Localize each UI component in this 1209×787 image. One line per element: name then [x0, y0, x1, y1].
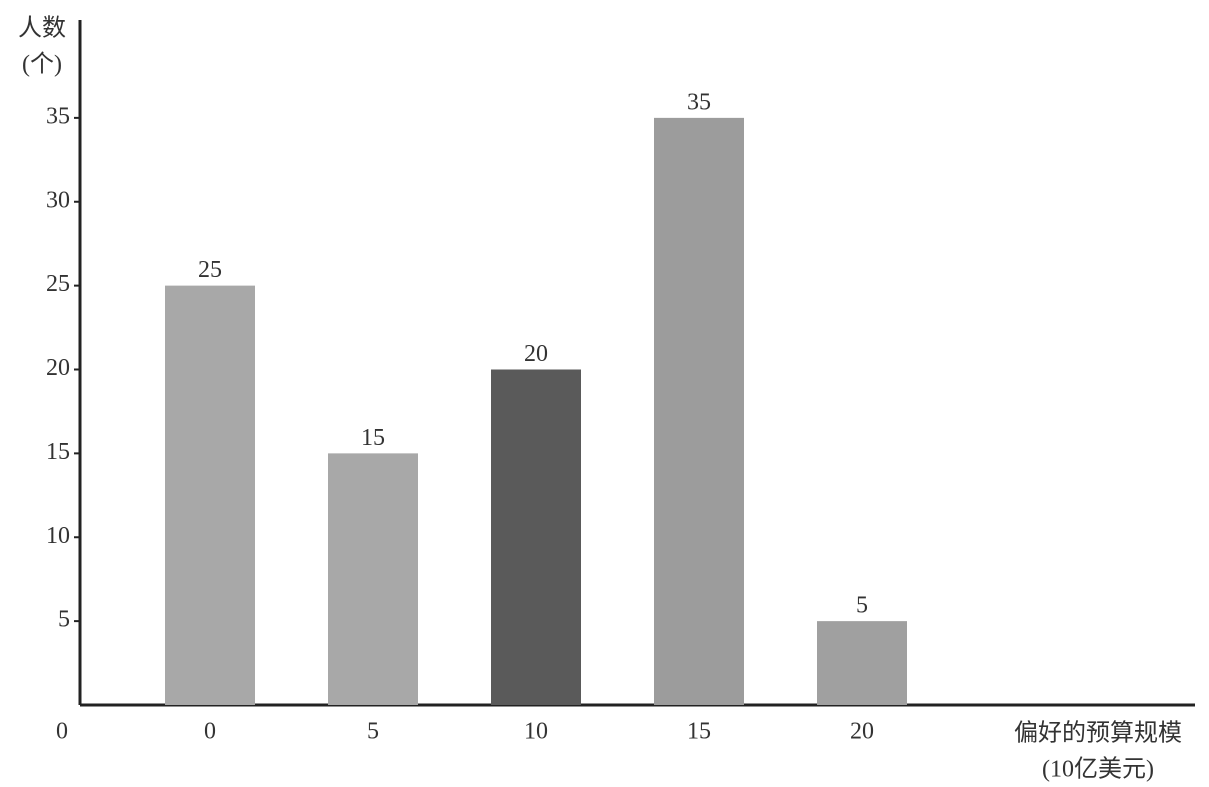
y-tick-label: 25	[46, 271, 70, 297]
x-tick-label: 10	[524, 719, 548, 745]
y-axis-label: (个)	[22, 51, 62, 78]
y-tick-label: 0	[56, 719, 68, 745]
bar	[491, 369, 581, 705]
y-tick-label: 20	[46, 355, 70, 381]
data-label: 35	[687, 89, 711, 115]
x-tick-label: 15	[687, 719, 711, 745]
x-tick-label: 20	[850, 719, 874, 745]
y-tick-label: 5	[58, 607, 70, 633]
data-label: 15	[361, 425, 385, 451]
bar	[165, 285, 255, 705]
bar	[328, 453, 418, 705]
y-axis-label: 人数	[18, 15, 66, 42]
x-tick-label: 0	[204, 719, 216, 745]
y-tick-label: 15	[46, 439, 70, 465]
data-label: 25	[198, 257, 222, 283]
y-tick-label: 30	[46, 187, 70, 213]
data-label: 20	[524, 341, 548, 367]
x-axis-label: (10亿美元)	[1042, 756, 1154, 783]
data-label: 5	[856, 593, 868, 619]
y-tick-label: 35	[46, 103, 70, 129]
x-axis-label: 偏好的预算规模	[1014, 720, 1182, 747]
x-tick-label: 5	[367, 719, 379, 745]
bar	[817, 621, 907, 705]
y-tick-label: 10	[46, 523, 70, 549]
bar	[654, 117, 744, 705]
